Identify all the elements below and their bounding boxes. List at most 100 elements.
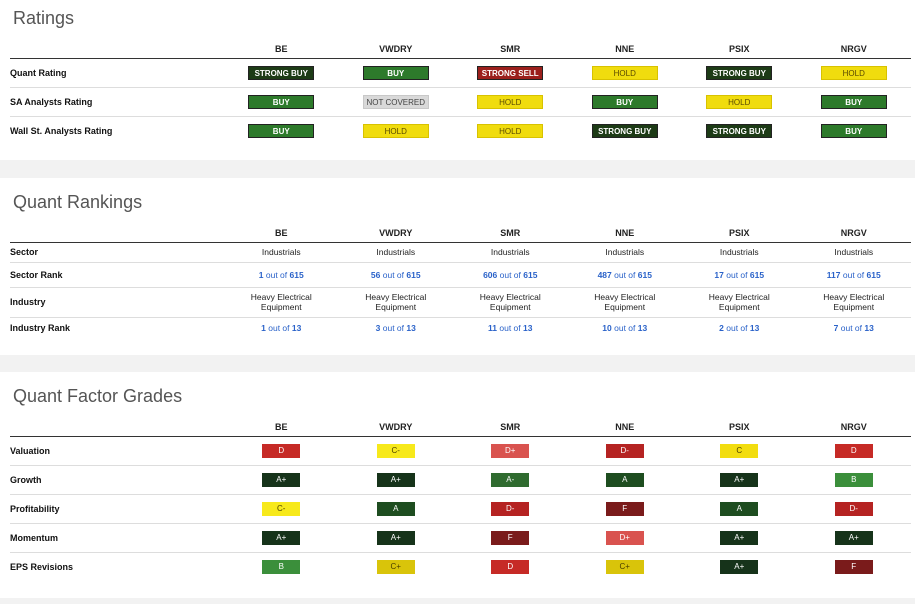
grade-badge[interactable]: C-: [262, 501, 301, 516]
rating-badge[interactable]: BUY: [248, 94, 315, 109]
row-label-sector: Sector: [10, 242, 224, 263]
grade-badge[interactable]: C+: [376, 559, 415, 574]
grade-badge[interactable]: D-: [491, 501, 530, 516]
rank-value: 2: [719, 323, 724, 334]
rating-badge[interactable]: STRONG BUY: [706, 65, 773, 80]
grade-badge[interactable]: A+: [376, 530, 415, 545]
column-header-nne[interactable]: NNE: [567, 418, 682, 437]
rating-badge[interactable]: STRONG BUY: [248, 65, 315, 80]
grade-badge[interactable]: B: [262, 559, 301, 574]
grade-badge[interactable]: B: [834, 472, 873, 487]
column-header-vwdry[interactable]: VWDRY: [338, 418, 453, 437]
column-header-nrgv[interactable]: NRGV: [796, 40, 911, 59]
rank-value: 1: [261, 323, 266, 334]
column-header-smr[interactable]: SMR: [453, 224, 568, 243]
grade-badge[interactable]: C: [720, 443, 759, 458]
column-header-be[interactable]: BE: [224, 224, 339, 243]
column-header-be[interactable]: BE: [224, 40, 339, 59]
industry-line: Equipment: [489, 302, 531, 312]
grade-badge[interactable]: F: [834, 559, 873, 574]
grade-badge[interactable]: A+: [720, 530, 759, 545]
column-header-nne[interactable]: NNE: [567, 40, 682, 59]
column-header-psix[interactable]: PSIX: [682, 418, 797, 437]
rank-total: 13: [406, 323, 416, 334]
grade-badge[interactable]: F: [491, 530, 530, 545]
row-label-header: [10, 40, 224, 59]
rank-link[interactable]: 117 out of 615: [827, 270, 881, 280]
rating-badge[interactable]: STRONG BUY: [591, 123, 658, 138]
grade-badge[interactable]: D-: [834, 501, 873, 516]
grade-badge[interactable]: D: [262, 443, 301, 458]
rank-link[interactable]: 2 out of 13: [719, 323, 759, 333]
column-header-be[interactable]: BE: [224, 418, 339, 437]
column-header-vwdry[interactable]: VWDRY: [338, 40, 453, 59]
ranking-cell: 17 out of 615: [682, 262, 797, 288]
rating-badge[interactable]: HOLD: [706, 94, 773, 109]
grade-badge[interactable]: D-: [605, 443, 644, 458]
rank-link[interactable]: 56 out of 615: [371, 270, 421, 280]
rank-link[interactable]: 1 out of 13: [261, 323, 301, 333]
column-header-smr[interactable]: SMR: [453, 418, 568, 437]
table-row: Industry Rank 1 out of 13 3 out of 13 11 ou…: [10, 317, 911, 339]
grade-badge[interactable]: F: [605, 501, 644, 516]
rating-badge[interactable]: STRONG SELL: [477, 65, 544, 80]
rating-badge[interactable]: HOLD: [591, 65, 658, 80]
ranking-cell: Heavy Electrical Equipment: [453, 287, 568, 318]
grade-badge[interactable]: A+: [376, 472, 415, 487]
grade-badge[interactable]: C-: [376, 443, 415, 458]
industry-line: Equipment: [604, 302, 646, 312]
grade-badge[interactable]: A+: [720, 559, 759, 574]
grade-badge[interactable]: A: [605, 472, 644, 487]
grade-badge[interactable]: A+: [262, 472, 301, 487]
rank-link[interactable]: 606 out of 615: [483, 270, 537, 280]
rating-badge[interactable]: NOT COVERED: [362, 94, 429, 109]
rating-badge[interactable]: HOLD: [820, 65, 887, 80]
rank-link[interactable]: 487 out of 615: [598, 270, 652, 280]
rank-value: 56: [370, 269, 381, 280]
column-header-vwdry[interactable]: VWDRY: [338, 224, 453, 243]
rating-cell: HOLD: [796, 58, 911, 88]
rank-value: 1: [258, 269, 264, 280]
grade-badge[interactable]: A+: [262, 530, 301, 545]
rating-badge[interactable]: BUY: [591, 94, 658, 109]
rating-badge[interactable]: BUY: [248, 123, 315, 138]
column-header-nne[interactable]: NNE: [567, 224, 682, 243]
row-label-profitability: Profitability: [10, 494, 224, 524]
rank-total: 13: [637, 323, 648, 334]
rating-badge[interactable]: STRONG BUY: [706, 123, 773, 138]
rank-link[interactable]: 10 out of 13: [602, 323, 647, 333]
rating-badge[interactable]: BUY: [820, 123, 887, 138]
column-header-smr[interactable]: SMR: [453, 40, 568, 59]
grade-badge[interactable]: D+: [491, 443, 530, 458]
grade-badge[interactable]: A-: [491, 472, 530, 487]
rank-link[interactable]: 1 out of 615: [259, 270, 304, 280]
grade-badge[interactable]: A+: [834, 530, 873, 545]
ranking-cell: 2 out of 13: [682, 317, 797, 339]
industry-line: Equipment: [260, 302, 302, 312]
rating-badge[interactable]: HOLD: [477, 123, 544, 138]
column-header-nrgv[interactable]: NRGV: [796, 224, 911, 243]
column-header-psix[interactable]: PSIX: [682, 224, 797, 243]
rating-badge[interactable]: HOLD: [362, 123, 429, 138]
rating-badge[interactable]: BUY: [362, 65, 429, 80]
grade-cell: A+: [224, 523, 339, 553]
grade-badge[interactable]: C+: [605, 559, 644, 574]
rank-link[interactable]: 11 out of 13: [488, 323, 532, 333]
column-header-nrgv[interactable]: NRGV: [796, 418, 911, 437]
grade-badge[interactable]: D+: [605, 530, 644, 545]
rating-badge[interactable]: HOLD: [477, 94, 544, 109]
rank-total: 615: [523, 269, 538, 280]
rank-separator: out of: [380, 269, 407, 280]
rank-link[interactable]: 7 out of 13: [834, 323, 874, 333]
rating-badge[interactable]: BUY: [820, 94, 887, 109]
rank-link[interactable]: 17 out of 615: [714, 270, 764, 280]
grade-badge[interactable]: A: [720, 501, 759, 516]
grade-badge[interactable]: D: [491, 559, 530, 574]
rank-value: 11: [488, 323, 498, 334]
column-header-psix[interactable]: PSIX: [682, 40, 797, 59]
grade-badge[interactable]: A: [376, 501, 415, 516]
grade-badge[interactable]: A+: [720, 472, 759, 487]
rank-link[interactable]: 3 out of 13: [376, 323, 416, 333]
row-label-sa-analysts-rating: SA Analysts Rating: [10, 87, 224, 117]
grade-badge[interactable]: D: [834, 443, 873, 458]
